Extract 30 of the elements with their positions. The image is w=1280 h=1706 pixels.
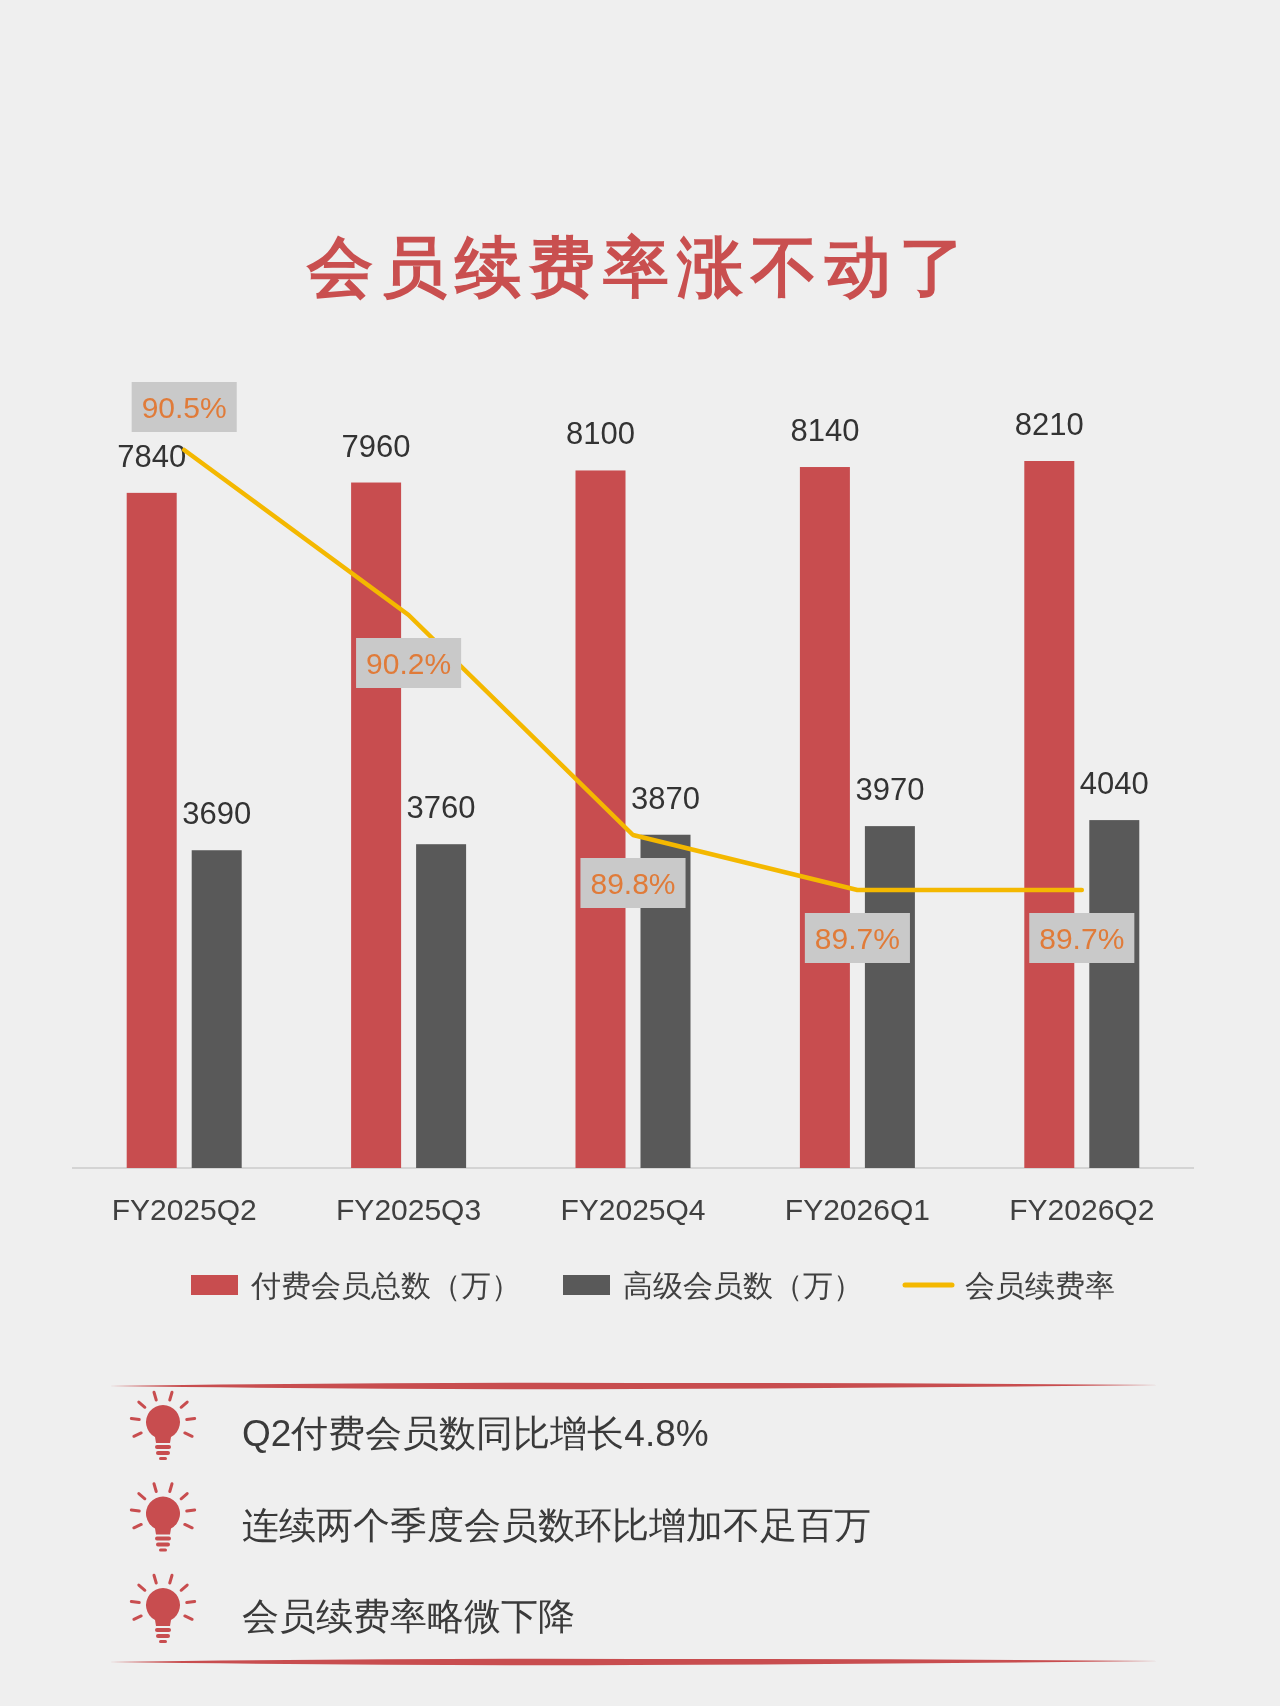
annotation: Q2付费会员数同比增长4.8% [242, 1413, 709, 1454]
data-label: 90.2% [366, 647, 452, 680]
legend-label: 会员续费率 [965, 1269, 1115, 1302]
annotation: 连续两个季度会员数环比增加不足百万 [242, 1504, 871, 1546]
data-label: 4040 [1079, 766, 1149, 802]
data-label: 90.5% [141, 391, 227, 424]
x-tick-label: FY2026Q1 [784, 1193, 930, 1226]
data-label: 8210 [1014, 407, 1084, 442]
data-label: 3870 [631, 780, 700, 816]
bar [416, 844, 467, 1168]
data-label: 89.7% [1039, 922, 1125, 955]
title: 会员续费率涨不动了 [307, 230, 973, 304]
x-tick-label: FY2025Q4 [560, 1193, 706, 1226]
bar [191, 850, 242, 1168]
data-label: 8100 [566, 416, 635, 452]
x-tick-label: FY2025Q3 [336, 1193, 482, 1226]
bar [126, 492, 177, 1168]
data-label: 3690 [182, 796, 252, 832]
legend-label: 付费会员总数（万） [250, 1269, 521, 1302]
data-label: 3970 [855, 772, 925, 808]
data-label: 8140 [790, 413, 860, 449]
data-label: 89.8% [590, 867, 676, 900]
data-label: 7840 [117, 438, 187, 474]
data-label: 89.7% [814, 922, 900, 955]
legend-label: 高级会员数（万） [623, 1269, 863, 1302]
data-label: 3760 [406, 790, 476, 826]
x-tick-label: FY2026Q2 [1009, 1193, 1155, 1226]
annotation: 会员续费率略微下降 [242, 1596, 575, 1637]
x-tick-label: FY2025Q2 [111, 1193, 257, 1226]
data-label: 7960 [341, 428, 411, 464]
